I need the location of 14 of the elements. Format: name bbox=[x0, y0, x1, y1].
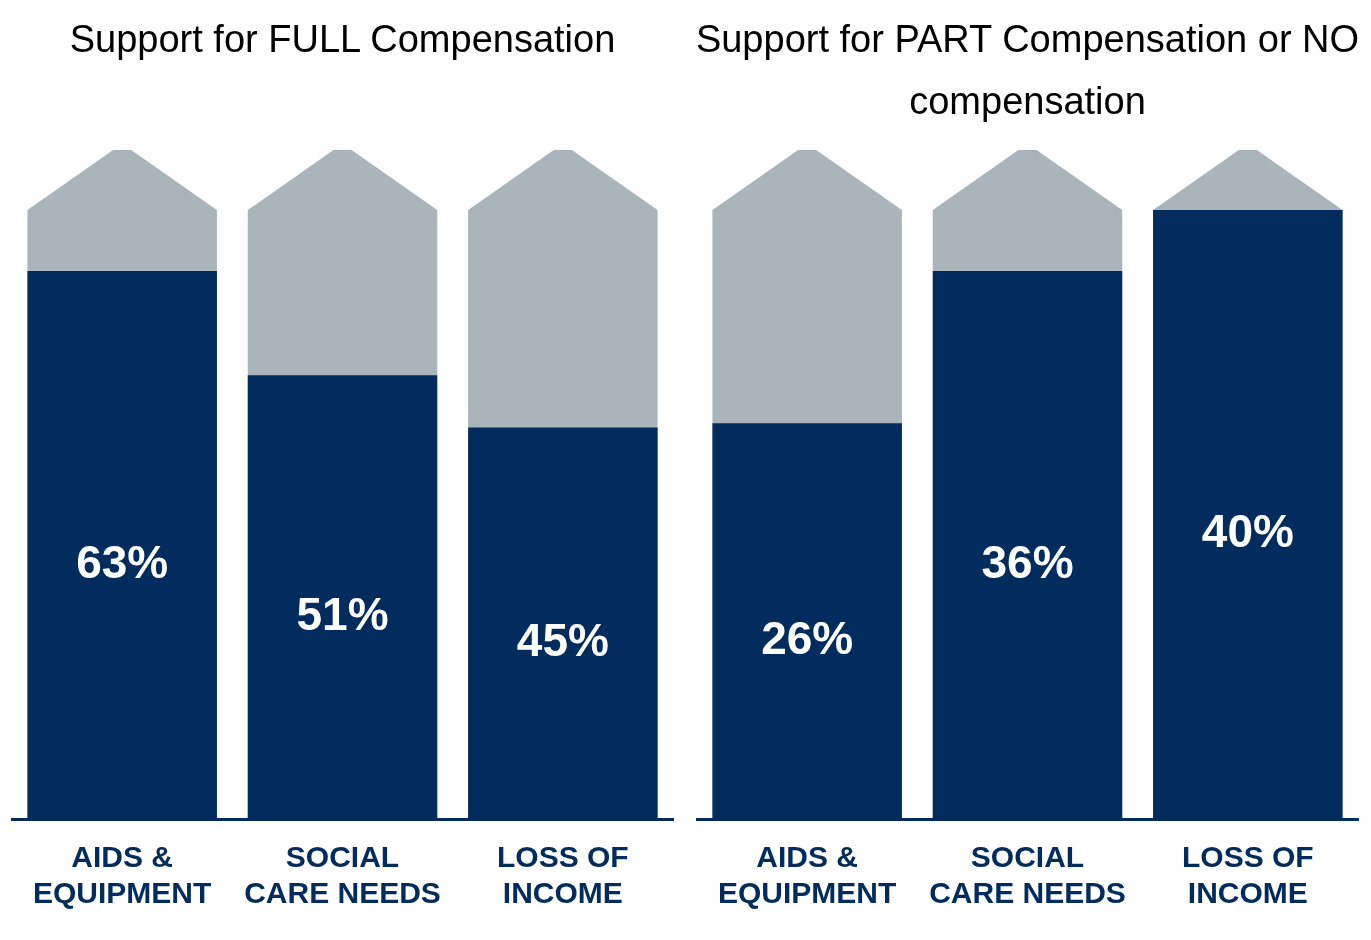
x-tick-label: AIDS & EQUIPMENT bbox=[32, 840, 212, 910]
x-tick-label: AIDS & EQUIPMENT bbox=[717, 840, 897, 910]
x-tick-label: LOSS OF INCOME bbox=[496, 840, 629, 910]
x-tick-label: SOCIAL CARE NEEDS bbox=[244, 840, 441, 910]
x-tick-label: LOSS OF INCOME bbox=[1181, 840, 1314, 910]
chart-title: Support for FULL Compensation bbox=[68, 17, 617, 62]
data-label: 63% bbox=[76, 535, 169, 588]
data-label: 26% bbox=[761, 611, 854, 664]
x-tick-label: SOCIAL CARE NEEDS bbox=[929, 840, 1126, 910]
data-label: 51% bbox=[296, 587, 389, 640]
chart-title: Support for PART Compensation or NO compensation bbox=[694, 17, 1361, 124]
data-label: 45% bbox=[516, 613, 609, 666]
data-label: 40% bbox=[1201, 505, 1294, 558]
data-label: 36% bbox=[981, 535, 1074, 588]
